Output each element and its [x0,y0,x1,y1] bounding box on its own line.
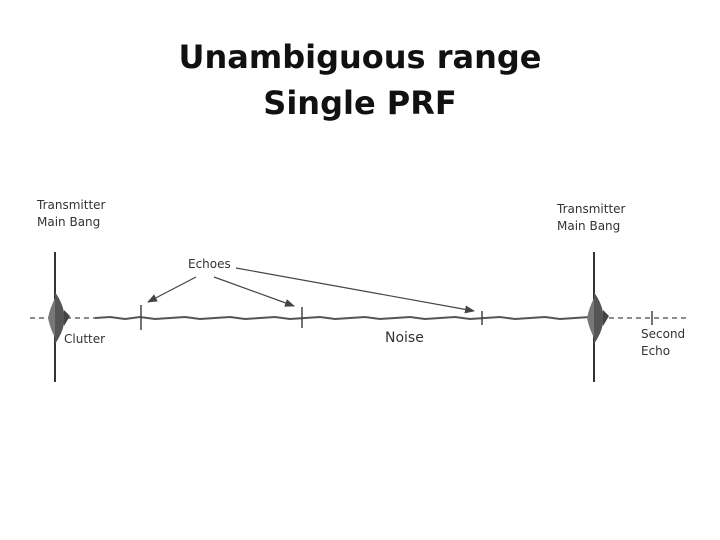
main-bang-right [587,252,609,382]
echo-arrow-1 [147,276,197,303]
label-clutter: Clutter [64,332,105,346]
label-echoes: Echoes [188,257,231,271]
echo-arrow-2 [213,276,295,307]
noise-baseline [94,315,601,321]
echo-arrow-3 [235,267,475,314]
label-transmitter-right-line2: Main Bang [557,219,620,233]
label-transmitter-left-line2: Main Bang [37,215,100,229]
main-bang-left [48,252,70,382]
label-noise: Noise [385,330,424,346]
label-transmitter-left-line1: Transmitter [36,198,106,212]
slide-title: Unambiguous range Single PRF [0,34,720,126]
title-line-1: Unambiguous range [178,38,542,76]
label-second-echo-line2: Echo [641,344,670,358]
title-line-2: Single PRF [263,84,457,122]
label-second-echo-line1: Second [641,327,685,341]
radar-timeline-diagram: Transmitter Main Bang Transmitter Main B… [30,198,690,382]
label-transmitter-right-line1: Transmitter [556,202,626,216]
